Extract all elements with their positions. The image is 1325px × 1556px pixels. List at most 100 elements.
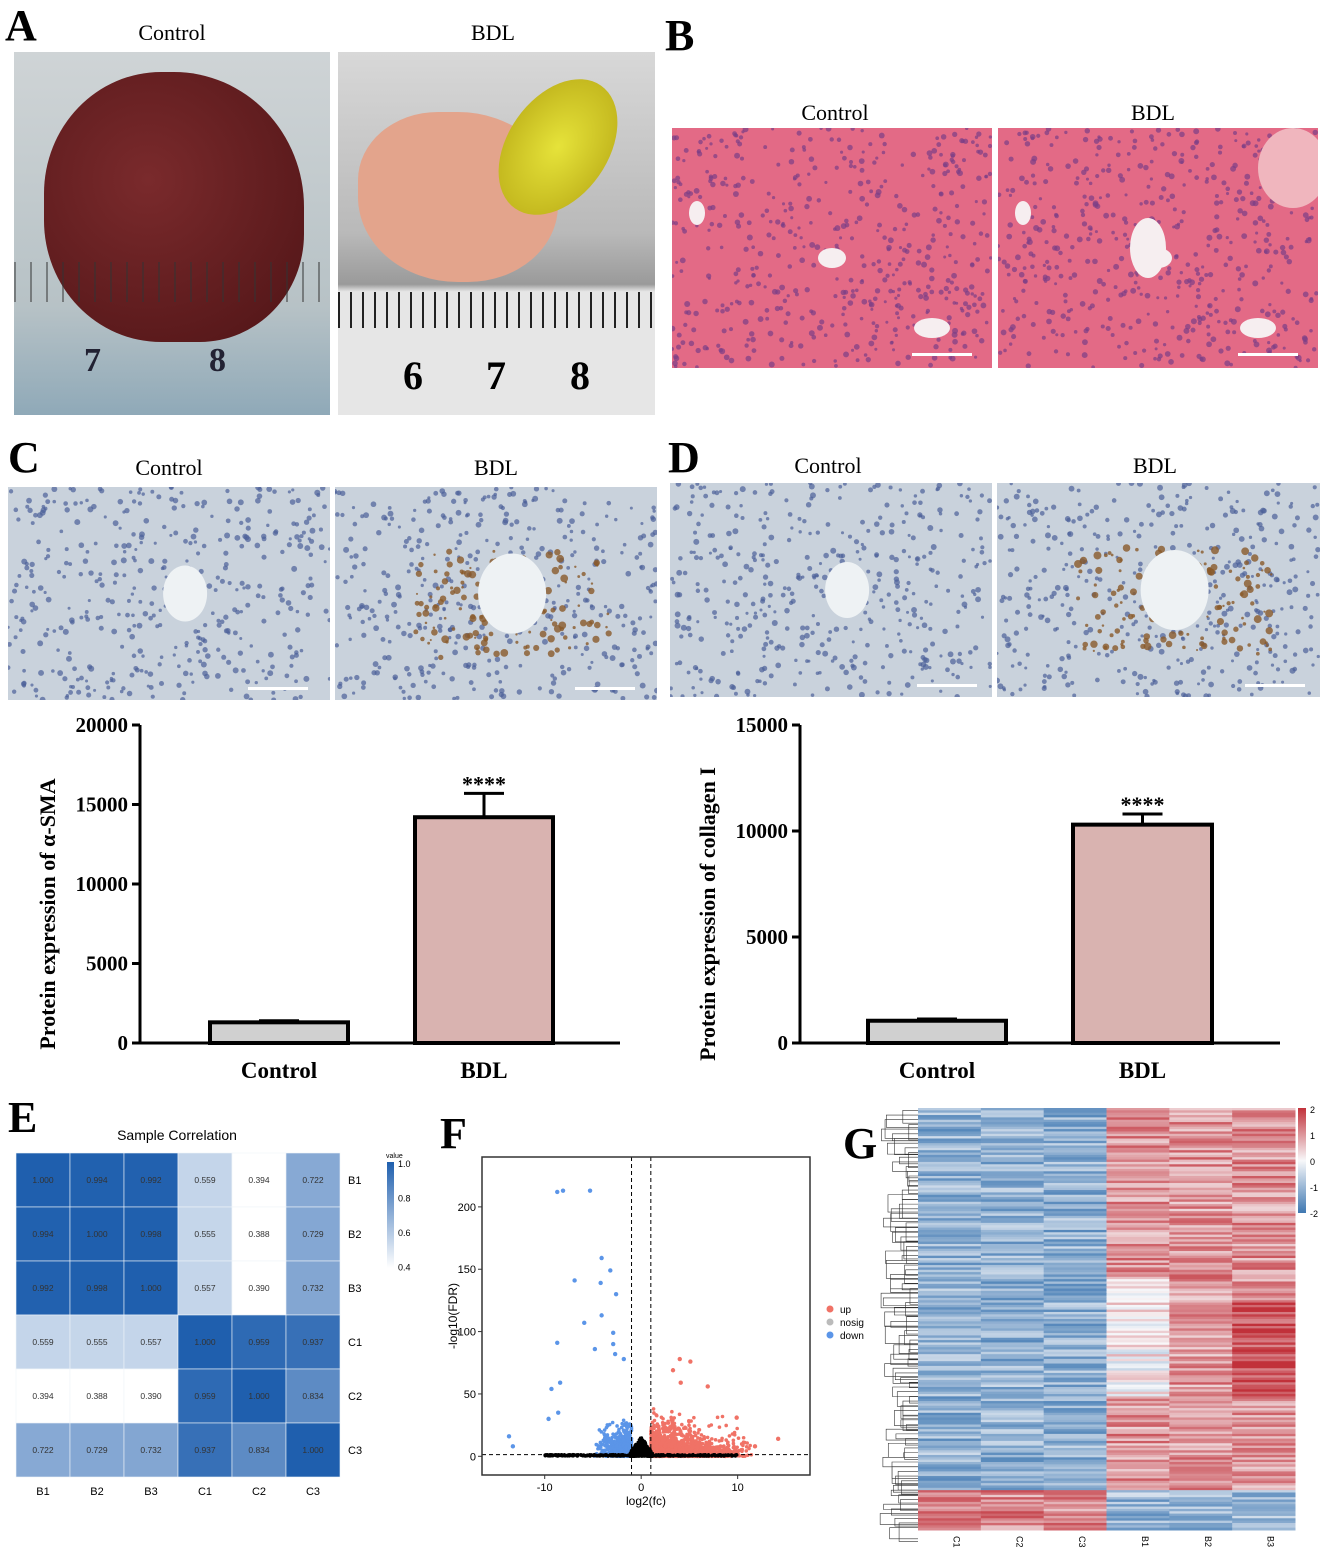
stain-deposit [1216,617,1225,626]
nucleus [239,520,244,526]
nucleus [320,487,326,491]
nucleus [819,319,825,325]
nucleus [907,622,912,627]
nucleus [1123,666,1128,671]
nucleus [641,533,647,539]
nucleus [1160,510,1165,515]
nucleus [725,599,730,604]
nucleus [1283,254,1289,260]
stain-deposit [439,595,447,602]
nucleus [426,670,431,675]
nucleus [1058,250,1063,256]
stain-deposit [1092,649,1095,652]
stain-deposit [545,551,553,559]
stain-deposit [415,570,423,577]
nucleus [886,247,891,252]
nucleus [947,651,954,658]
nucleus [1044,532,1051,539]
point-up [658,1431,662,1436]
nucleus [1094,203,1101,209]
nucleus [1182,183,1186,187]
nucleus [910,151,917,158]
nucleus [1280,249,1287,256]
nucleus [1206,665,1211,670]
nucleus [720,308,725,314]
nucleus [223,628,229,634]
nucleus [506,638,513,645]
stain-deposit [577,604,581,607]
nucleus [1081,221,1088,227]
nucleus [931,355,938,361]
nucleus [788,205,794,212]
stain-deposit [460,572,464,575]
nucleus [286,542,292,548]
stain-deposit [1264,566,1271,574]
legend-title: value [386,1153,403,1160]
vessel-lumen [478,553,547,634]
nucleus [562,498,568,504]
nucleus [372,613,377,619]
nucleus [454,547,458,551]
nucleus [734,513,739,519]
nucleus [771,288,778,295]
nucleus [1071,519,1076,524]
nucleus [1130,287,1137,294]
cell-value: 0.994 [86,1175,108,1185]
nucleus [834,243,839,248]
nucleus [1270,663,1275,667]
nucleus [1252,152,1258,158]
nucleus [579,511,585,517]
stain-deposit [1103,553,1108,558]
point-up [700,1448,704,1453]
nucleus [763,511,768,516]
nucleus [381,570,387,576]
nucleus [1223,262,1229,268]
cell-value: 0.557 [140,1337,162,1347]
nucleus [970,292,974,296]
nucleus [897,261,903,267]
row-label: B2 [348,1229,361,1241]
nucleus [1176,334,1183,341]
nucleus [866,528,871,533]
nucleus [431,684,437,690]
nucleus [1225,329,1231,335]
stain-deposit [1160,636,1167,643]
point-up [732,1430,737,1435]
nucleus [294,650,299,655]
nucleus [774,645,780,651]
nucleus [715,555,720,560]
point-up [722,1447,726,1452]
nucleus [954,219,961,225]
nucleus [1151,508,1155,513]
nucleus [1014,299,1019,304]
nucleus [969,284,975,290]
nucleus [8,489,14,494]
nucleus [404,665,410,672]
nucleus [897,287,902,292]
nucleus [1271,634,1277,640]
nucleus [716,222,723,228]
stain-deposit [418,561,424,568]
nucleus [647,541,654,548]
nucleus [46,547,51,553]
nucleus [954,286,960,292]
nucleus [1006,272,1011,277]
stain-deposit [1241,616,1244,620]
nucleus [1176,279,1182,285]
nucleus [99,582,105,588]
stain-deposit [1091,591,1099,599]
nucleus [1156,296,1160,300]
nucleus [1248,535,1253,539]
nucleus [589,604,596,611]
nucleus [872,584,879,591]
nucleus [94,579,99,584]
nucleus [696,620,700,624]
nucleus [580,529,586,535]
nucleus [1085,258,1091,264]
nucleus [674,622,681,629]
nucleus [117,612,121,617]
nucleus [415,544,421,549]
panel-label-e: E [8,1093,38,1142]
nucleus [1049,594,1055,600]
nucleus [43,506,48,511]
